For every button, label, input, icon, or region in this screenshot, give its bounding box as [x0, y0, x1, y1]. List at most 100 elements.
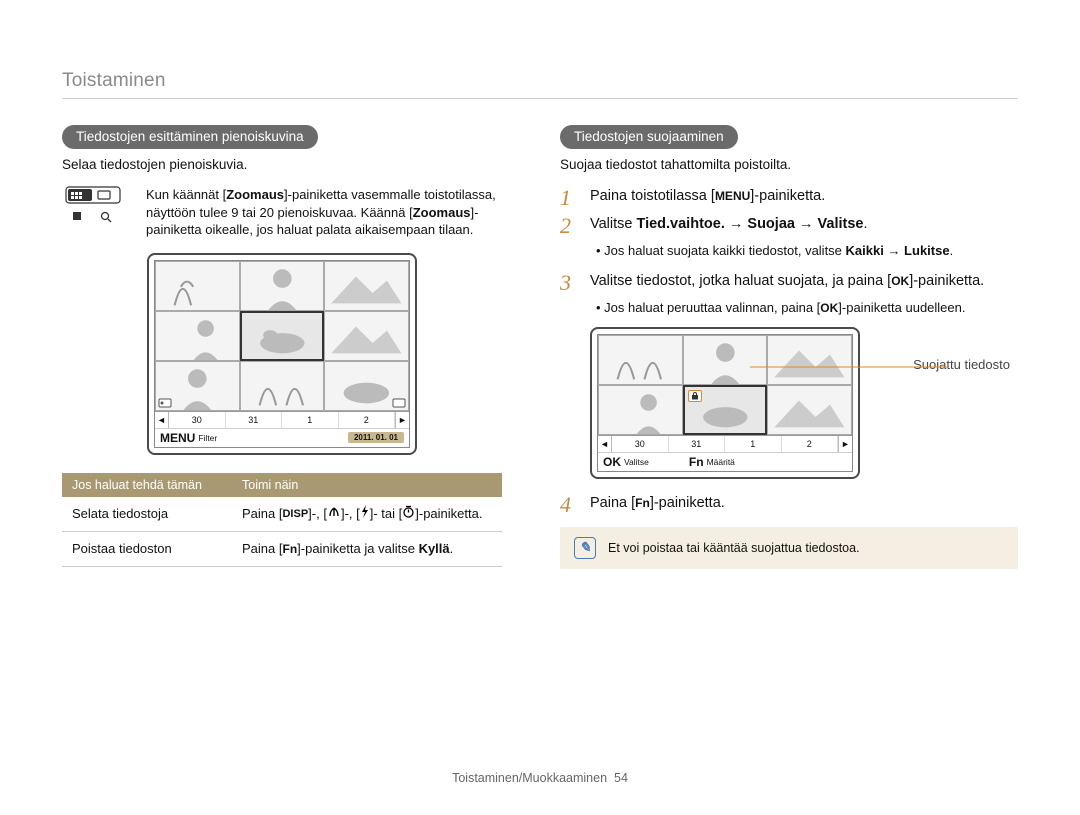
text: ]- tai [: [370, 506, 403, 521]
left-intro: Selaa tiedostojen pienoiskuvia.: [62, 157, 502, 172]
pager-prev-icon: ◄: [155, 412, 169, 428]
page-footer: Toistaminen/Muokkaaminen 54: [0, 771, 1080, 785]
step-number: 2: [560, 214, 580, 238]
thumb-cell: [155, 261, 240, 311]
ok-button-label: OK: [820, 301, 838, 315]
step-2: 2 Valitse Tied.vaihtoe. → Suojaa → Valit…: [560, 214, 1018, 238]
thumb-cell-selected: [240, 311, 325, 361]
text: .: [450, 541, 454, 556]
note-text: Et voi poistaa tai kääntää suojattua tie…: [608, 541, 860, 555]
thumb-cell: [155, 311, 240, 361]
two-column-layout: Tiedostojen esittäminen pienoiskuvina Se…: [62, 125, 1018, 569]
footer-page: 54: [614, 771, 628, 785]
thumb-cell: [683, 335, 768, 385]
text: Valitse tiedostot, jotka haluat suojata,…: [590, 273, 891, 289]
thumb-cell: [240, 261, 325, 311]
thumb-cell: [598, 385, 683, 435]
left-column: Tiedostojen esittäminen pienoiskuvina Se…: [62, 125, 502, 569]
chapter-title: Toistaminen: [62, 70, 1018, 92]
thumb-cell: [324, 361, 409, 411]
text: Paina toistotilassa [: [590, 188, 715, 204]
pager-number: 1: [282, 412, 339, 428]
pager-number: 30: [612, 436, 669, 452]
menu-button-label: MENU: [715, 189, 750, 203]
thumb-cell: [598, 335, 683, 385]
protected-file-screenshot: Suojattu tiedosto: [590, 327, 890, 479]
instruction-table: Jos haluat tehdä tämän Toimi näin Selata…: [62, 473, 502, 568]
pager-next-icon: ►: [395, 412, 409, 428]
divider: [62, 98, 1018, 99]
section-pill-thumbnails: Tiedostojen esittäminen pienoiskuvina: [62, 125, 318, 149]
zoom-keyword-2: Zoomaus: [413, 205, 471, 220]
screen-bottom-bar: OK Valitse Fn Määritä: [598, 452, 852, 471]
pager-next-icon: ►: [838, 436, 852, 452]
text: ]-painiketta uudelleen.: [838, 300, 965, 315]
text: .: [950, 243, 954, 258]
pager-number: 1: [725, 436, 782, 452]
table-cell: Poistaa tiedoston: [62, 532, 232, 567]
bullet2-bold: Kaikki → Lukitse: [846, 243, 950, 258]
step-number: 3: [560, 271, 580, 295]
table-header-how: Toimi näin: [232, 473, 502, 497]
maarita-label: Määritä: [707, 457, 735, 467]
table-cell: Paina [Fn]-painiketta ja valitse Kyllä.: [232, 532, 502, 567]
text: Jos haluat suojata kaikki tiedostot, val…: [604, 243, 845, 258]
thumb-cell: [240, 361, 325, 411]
text: Paina [: [242, 506, 282, 521]
fn-button-label: Fn: [282, 542, 297, 556]
text: ]-painiketta.: [750, 188, 825, 204]
thumb-cell: [324, 261, 409, 311]
table-row: Selata tiedostoja Paina [DISP]-, []-, []…: [62, 497, 502, 532]
text: Jos haluat peruuttaa valinnan, paina [: [604, 300, 820, 315]
kylla-label: Kyllä: [419, 541, 450, 556]
step-number: 1: [560, 186, 580, 210]
pager-bar: ◄ 30 31 1 2 ►: [155, 411, 409, 428]
text: ]-, [: [341, 506, 360, 521]
pager-number: 31: [669, 436, 726, 452]
zoom-keyword-1: Zoomaus: [226, 187, 284, 202]
thumb-cell: [767, 385, 852, 435]
text: Valitse: [590, 216, 636, 232]
text: ]-painiketta.: [650, 495, 725, 511]
note-box: ✎ Et voi poistaa tai kääntää suojattua t…: [560, 527, 1018, 569]
pager-number: 2: [782, 436, 839, 452]
text: Paina [: [242, 541, 282, 556]
valitse-label: Valitse: [624, 457, 649, 467]
pager-prev-icon: ◄: [598, 436, 612, 452]
flash-icon: [360, 505, 370, 523]
table-cell: Paina [DISP]-, []-, []- tai []-painikett…: [232, 497, 502, 532]
pager-number: 2: [339, 412, 396, 428]
footer-text: Toistaminen/Muokkaaminen: [452, 771, 607, 785]
zoom-control-icon: [62, 186, 124, 226]
text: .: [863, 216, 867, 232]
zoom-text-1a: Kun käännät [: [146, 187, 226, 202]
text: ]-, [: [308, 506, 327, 521]
ok-label: OK: [603, 455, 621, 469]
section-pill-protect: Tiedostojen suojaaminen: [560, 125, 738, 149]
thumb-cell: [767, 335, 852, 385]
note-icon: ✎: [574, 537, 596, 559]
fn-button-label: Fn: [635, 496, 650, 510]
table-row: Poistaa tiedoston Paina [Fn]-painiketta …: [62, 532, 502, 567]
camera-screen-left: ◄ 30 31 1 2 ► MENU Filter 2011. 01. 01: [147, 253, 417, 455]
step-1: 1 Paina toistotilassa [MENU]-painiketta.: [560, 186, 1018, 210]
screen-bottom-bar: MENU Filter 2011. 01. 01: [155, 428, 409, 447]
fn-label: Fn: [689, 455, 704, 469]
thumb-cell: [324, 311, 409, 361]
text: Paina [: [590, 495, 635, 511]
step-3: 3 Valitse tiedostot, jotka haluat suojat…: [560, 271, 1018, 295]
thumb-cell-selected: [683, 385, 768, 435]
filter-label: Filter: [198, 433, 217, 443]
step-number: 4: [560, 493, 580, 517]
step-2-bullet: Jos haluat suojata kaikki tiedostot, val…: [596, 242, 1018, 260]
thumb-cell: [155, 361, 240, 411]
text: ]-painiketta.: [415, 506, 482, 521]
right-column: Tiedostojen suojaaminen Suojaa tiedostot…: [560, 125, 1018, 569]
screen-date: 2011. 01. 01: [348, 432, 404, 443]
callout-label: Suojattu tiedosto: [913, 357, 1010, 372]
macro-icon: [327, 505, 341, 523]
step2-bold: Tied.vaihtoe. → Suojaa → Valitse: [636, 216, 863, 232]
step-4: 4 Paina [Fn]-painiketta.: [560, 493, 1018, 517]
menu-label: MENU: [160, 431, 195, 445]
pager-number: 31: [226, 412, 283, 428]
